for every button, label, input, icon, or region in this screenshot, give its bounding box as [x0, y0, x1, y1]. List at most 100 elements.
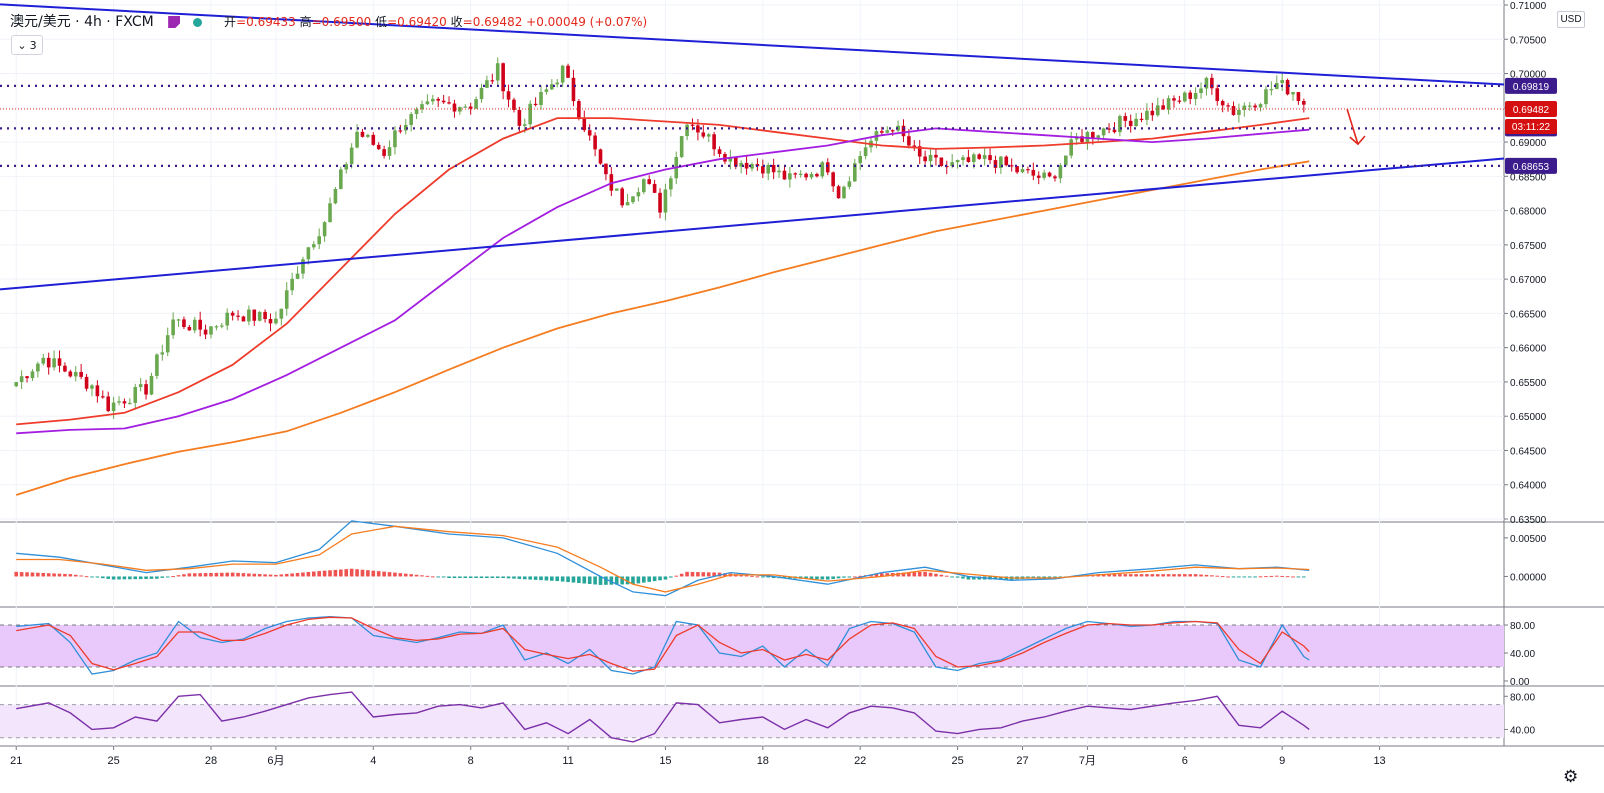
candle-body [788, 173, 792, 180]
macd-histogram-bar [674, 575, 679, 577]
candle-body [25, 376, 29, 379]
macd-histogram-bar [73, 574, 78, 577]
candle-body [1280, 80, 1284, 84]
currency-label[interactable]: USD [1557, 11, 1585, 28]
arrow-head-icon [1349, 135, 1366, 146]
gear-icon[interactable]: ⚙ [1563, 767, 1579, 787]
candle-body [1063, 155, 1068, 166]
candle-body [95, 385, 100, 397]
candle-body [550, 84, 554, 90]
candle-body [1199, 88, 1203, 94]
macd-tick-label: 0.00000 [1510, 572, 1547, 583]
candle-body [19, 376, 24, 383]
macd-histogram-bar [934, 573, 938, 577]
macd-histogram-bar [782, 576, 787, 579]
current-price-label: 0.69482 [1513, 105, 1550, 116]
candle-body [782, 170, 787, 180]
candle-body [690, 124, 695, 126]
candle-body [220, 325, 224, 327]
indicator-badge-icon[interactable] [168, 16, 181, 28]
macd-histogram-bar [176, 575, 181, 577]
candle-body [366, 134, 370, 137]
candle-body [463, 106, 468, 108]
candle-body [771, 164, 776, 173]
candle-body [165, 335, 170, 353]
macd-histogram-bar [1193, 574, 1198, 577]
price-tick-label: 0.66000 [1510, 344, 1547, 355]
macd-histogram-bar [203, 573, 208, 577]
macd-histogram-bar [1226, 576, 1230, 578]
candle-body [977, 154, 982, 159]
macd-histogram-bar [1161, 574, 1165, 577]
macd-histogram-bar [144, 576, 148, 579]
candle-body [988, 155, 992, 161]
macd-tick-label: 0.00500 [1510, 534, 1547, 545]
candle-body [279, 308, 284, 319]
candle-body [923, 156, 927, 162]
macd-histogram-bar [1264, 576, 1268, 578]
macd-histogram-bar [923, 571, 927, 577]
macd-histogram-bar [771, 576, 776, 578]
macd-histogram-bar [842, 576, 846, 578]
macd-histogram-bar [279, 574, 284, 577]
macd-histogram-bar [376, 571, 381, 577]
macd-histogram-bar [901, 572, 906, 577]
macd-histogram-bar [587, 576, 592, 584]
macd-histogram-bar [1247, 576, 1252, 578]
candle-body [46, 357, 51, 368]
candle-body [431, 98, 435, 102]
candle-body [1226, 105, 1230, 107]
candle-body [815, 174, 819, 177]
candle-body [901, 125, 906, 137]
candle-body [1058, 165, 1063, 179]
macd-histogram-bar [944, 575, 949, 577]
time-tick-label: 15 [659, 755, 671, 767]
rsi-band [0, 704, 1504, 738]
candle-body [328, 203, 332, 223]
candle-body [560, 65, 565, 83]
price-tick-label: 0.64500 [1510, 446, 1547, 457]
macd-histogram-bar [750, 575, 754, 577]
macd-histogram-bar [414, 574, 419, 577]
candle-body [106, 396, 111, 412]
macd-histogram-bar [46, 573, 51, 577]
macd-histogram-bar [187, 573, 192, 577]
candle-body [1134, 118, 1138, 127]
candle-body [733, 157, 738, 167]
macd-histogram-bar [685, 571, 689, 577]
stoch-tick-label: 80.00 [1510, 621, 1535, 632]
macd-histogram-bar [825, 576, 830, 580]
macd-histogram-bar [652, 576, 657, 582]
candle-body [1085, 132, 1090, 142]
time-tick-label: 25 [107, 755, 119, 767]
macd-histogram-bar [447, 576, 451, 578]
current-price-badge [1505, 101, 1557, 118]
candle-body [84, 376, 89, 389]
macd-histogram-bar [712, 572, 716, 577]
macd-histogram-bar [458, 576, 462, 578]
price-tick-label: 0.69000 [1510, 138, 1547, 149]
candle-body [241, 316, 246, 322]
macd-histogram-bar [912, 572, 917, 577]
candle-body [750, 164, 754, 169]
indicator-collapse-button[interactable]: ⌄ 3 [11, 35, 43, 55]
macd-histogram-bar [387, 572, 392, 577]
countdown-label: 03:11:22 [1512, 122, 1551, 133]
symbol-label[interactable]: 澳元/美元 · 4h · FXCM [10, 14, 154, 30]
macd-histogram-bar [631, 576, 635, 585]
candle-body [133, 387, 138, 403]
macd-histogram-bar [739, 574, 743, 577]
macd-histogram-bar [1139, 574, 1144, 577]
macd-histogram-bar [917, 572, 922, 577]
candle-body [1128, 120, 1133, 127]
macd-histogram-bar [192, 573, 197, 577]
macd-histogram-bar [1058, 576, 1063, 578]
time-tick-label: 4 [370, 755, 376, 767]
candle-body [371, 134, 376, 145]
macd-histogram-bar [679, 573, 684, 577]
time-tick-label: 8 [468, 755, 474, 767]
candle-body [831, 172, 835, 187]
macd-histogram-bar [1112, 574, 1117, 577]
price-tick-label: 0.65000 [1510, 412, 1547, 423]
